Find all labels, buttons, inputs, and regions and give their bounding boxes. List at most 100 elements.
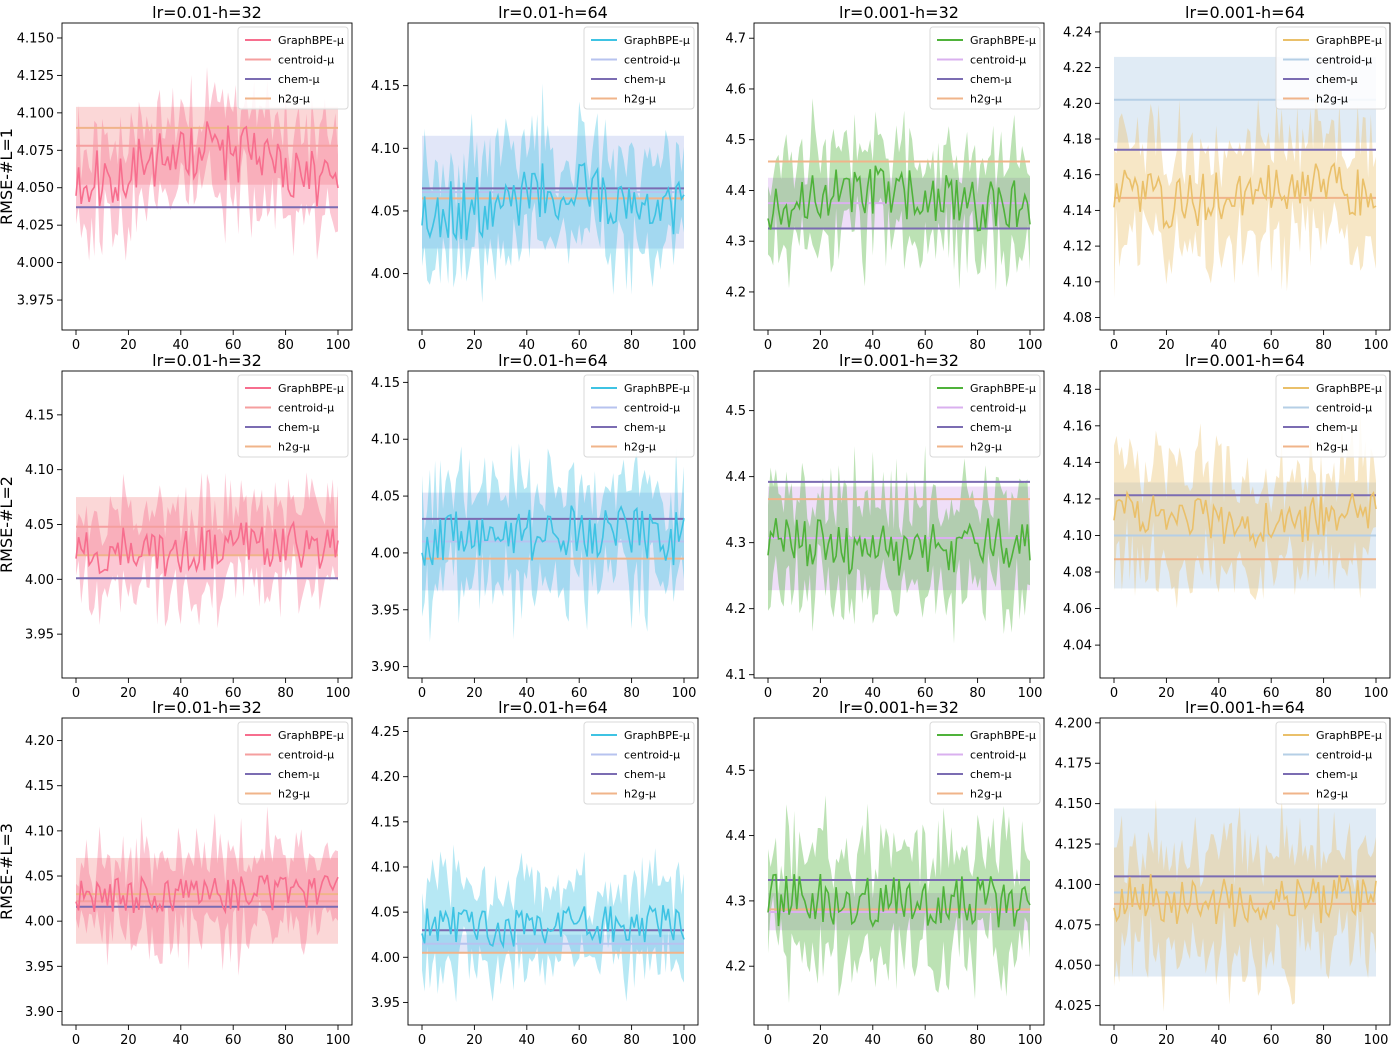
x-tick-label: 60 (917, 338, 934, 353)
graphbpe-line (421, 505, 685, 566)
y-tick-label: 4.3 (725, 894, 746, 909)
legend-box (929, 26, 1041, 110)
y-tick-label: 4.000 (17, 256, 54, 271)
x-tick-label: 20 (812, 338, 829, 353)
x-tick-label: 0 (418, 686, 426, 701)
legend-graphbpe-label: GraphBPE-μ (278, 382, 344, 395)
y-tick-label: 4.10 (25, 463, 54, 478)
legend: GraphBPE-μ centroid-μ chem-μ h2g-μ (1275, 26, 1387, 110)
subplot: 0 20 40 60 80 100 4.08 4.10 4.12 4.14 4.16 4.18 4.20… (1063, 3, 1391, 353)
x-tick-label: 100 (1364, 1033, 1389, 1048)
x-tick-label: 60 (225, 1033, 242, 1048)
subplot-title: lr=0.01-h=32 (152, 3, 262, 22)
x-tick-label: 0 (764, 1033, 772, 1048)
y-tick-label: 4.10 (1063, 275, 1092, 290)
x-tick-label: 100 (326, 1033, 351, 1048)
graphbpe-band (768, 795, 1030, 1003)
legend-centroid-label: centroid-μ (624, 54, 680, 67)
graphbpe-line (421, 162, 685, 242)
y-tick-label: 4.15 (25, 779, 54, 794)
y-tick-label: 4.05 (25, 518, 54, 533)
y-tick-label: 4.00 (371, 951, 400, 966)
x-tick-label: 100 (1364, 686, 1389, 701)
y-tick-label: 4.06 (1063, 602, 1092, 617)
y-tick-label: 4.5 (725, 133, 746, 148)
x-tick-label: 0 (72, 338, 80, 353)
plot-content (767, 445, 1031, 644)
x-tick-label: 20 (812, 1033, 829, 1048)
y-axis-label: RMSE-#L=2 (0, 476, 16, 573)
x-tick-label: 80 (277, 686, 294, 701)
y-tick-label: 4.4 (725, 184, 746, 199)
legend-chem-label: chem-μ (278, 421, 319, 434)
y-tick-label: 4.08 (1063, 311, 1092, 326)
x-tick-label: 40 (519, 338, 536, 353)
subplot-title: lr=0.01-h=32 (152, 351, 262, 370)
subplot-title: lr=0.01-h=32 (152, 698, 262, 717)
legend-box (929, 721, 1041, 805)
y-tick-label: 4.150 (1055, 797, 1092, 812)
legend-h2g-label: h2g-μ (278, 788, 310, 801)
legend-graphbpe-label: GraphBPE-μ (624, 382, 690, 395)
y-tick-label: 4.00 (25, 573, 54, 588)
legend-h2g-label: h2g-μ (970, 788, 1002, 801)
subplot-title: lr=0.001-h=32 (839, 351, 959, 370)
legend-centroid-label: centroid-μ (970, 402, 1026, 415)
legend-h2g-label: h2g-μ (970, 93, 1002, 106)
x-tick-label: 80 (277, 338, 294, 353)
legend-chem-label: chem-μ (970, 73, 1011, 86)
y-tick-label: 4.12 (1063, 240, 1092, 255)
plot-content (75, 806, 339, 976)
subplot: 0 20 40 60 80 100 4.1 4.2 4.3 4.4 4.5 lr=0.001-h=32… (725, 351, 1045, 701)
plot-content (1113, 793, 1377, 1012)
y-tick-label: 4.050 (17, 181, 54, 196)
legend-h2g-label: h2g-μ (624, 93, 656, 106)
y-tick-label: 4.14 (1063, 204, 1092, 219)
y-tick-label: 3.95 (371, 603, 400, 618)
y-tick-label: 4.10 (1063, 529, 1092, 544)
y-tick-label: 4.5 (725, 764, 746, 779)
graphbpe-band (422, 443, 684, 643)
legend-h2g-label: h2g-μ (278, 93, 310, 106)
legend-box (1275, 26, 1387, 110)
x-tick-label: 80 (969, 686, 986, 701)
x-tick-label: 40 (865, 1033, 882, 1048)
x-tick-label: 20 (120, 686, 137, 701)
legend-chem-label: chem-μ (1316, 768, 1357, 781)
subplot: 0 20 40 60 80 100 3.90 3.95 4.00 4.05 4.10 4.15 lr=0… (371, 351, 699, 701)
subplot-title: lr=0.001-h=64 (1185, 351, 1305, 370)
legend-box (237, 374, 349, 458)
y-tick-label: 4.2 (725, 602, 746, 617)
legend-graphbpe-label: GraphBPE-μ (624, 34, 690, 47)
y-tick-label: 3.95 (371, 996, 400, 1011)
x-tick-label: 60 (571, 338, 588, 353)
y-tick-label: 4.2 (725, 285, 746, 300)
x-tick-label: 0 (72, 1033, 80, 1048)
x-tick-label: 0 (1110, 1033, 1118, 1048)
graphbpe-line (767, 873, 1031, 928)
x-tick-label: 100 (672, 1033, 697, 1048)
y-tick-label: 4.05 (25, 870, 54, 885)
x-tick-label: 0 (1110, 686, 1118, 701)
y-tick-label: 4.25 (371, 725, 400, 740)
x-tick-label: 80 (1315, 338, 1332, 353)
y-tick-label: 4.7 (725, 32, 746, 47)
y-tick-label: 4.04 (1063, 639, 1092, 654)
legend-h2g-label: h2g-μ (624, 441, 656, 454)
axes-frame (407, 370, 699, 679)
y-tick-label: 4.00 (371, 546, 400, 561)
y-tick-label: 4.15 (371, 815, 400, 830)
plot-content (75, 67, 339, 261)
y-tick-label: 4.10 (371, 142, 400, 157)
legend-graphbpe-label: GraphBPE-μ (970, 729, 1036, 742)
x-tick-label: 100 (326, 338, 351, 353)
y-tick-label: 4.125 (17, 69, 54, 84)
x-tick-label: 60 (917, 686, 934, 701)
x-tick-label: 40 (173, 1033, 190, 1048)
x-tick-label: 60 (571, 1033, 588, 1048)
legend-chem-label: chem-μ (1316, 421, 1357, 434)
legend-centroid-label: centroid-μ (1316, 54, 1372, 67)
graphbpe-line (75, 121, 339, 207)
legend-chem-label: chem-μ (1316, 73, 1357, 86)
